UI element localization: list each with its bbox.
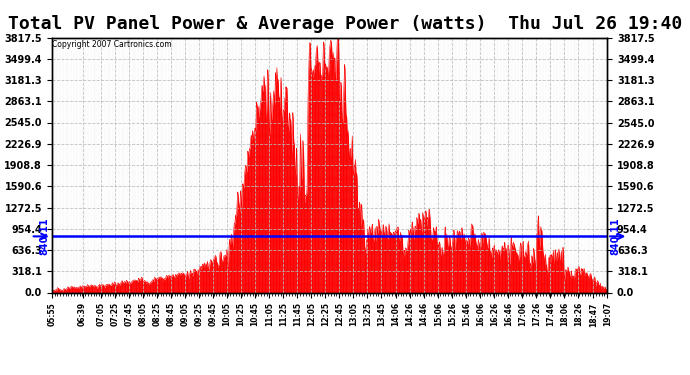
Text: 840.11: 840.11 bbox=[39, 217, 49, 255]
Text: Copyright 2007 Cartronics.com: Copyright 2007 Cartronics.com bbox=[52, 40, 172, 49]
Text: 840.11: 840.11 bbox=[610, 217, 620, 255]
Text: Total PV Panel Power & Average Power (watts)  Thu Jul 26 19:40: Total PV Panel Power & Average Power (wa… bbox=[8, 15, 682, 33]
